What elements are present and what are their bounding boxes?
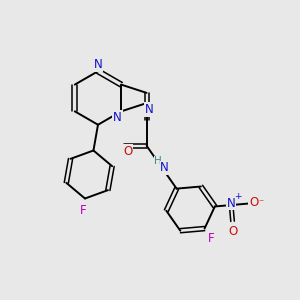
- Text: N: N: [145, 103, 154, 116]
- Text: N: N: [227, 197, 236, 210]
- Text: N: N: [113, 111, 122, 124]
- Text: O: O: [228, 225, 237, 238]
- Text: H: H: [154, 156, 162, 166]
- Text: F: F: [80, 204, 86, 217]
- Text: +: +: [234, 192, 242, 201]
- Text: N: N: [160, 161, 169, 174]
- Text: O: O: [249, 196, 258, 209]
- Text: N: N: [94, 58, 102, 71]
- Text: ⁻: ⁻: [259, 198, 264, 208]
- Text: F: F: [208, 232, 215, 245]
- Text: O: O: [123, 145, 133, 158]
